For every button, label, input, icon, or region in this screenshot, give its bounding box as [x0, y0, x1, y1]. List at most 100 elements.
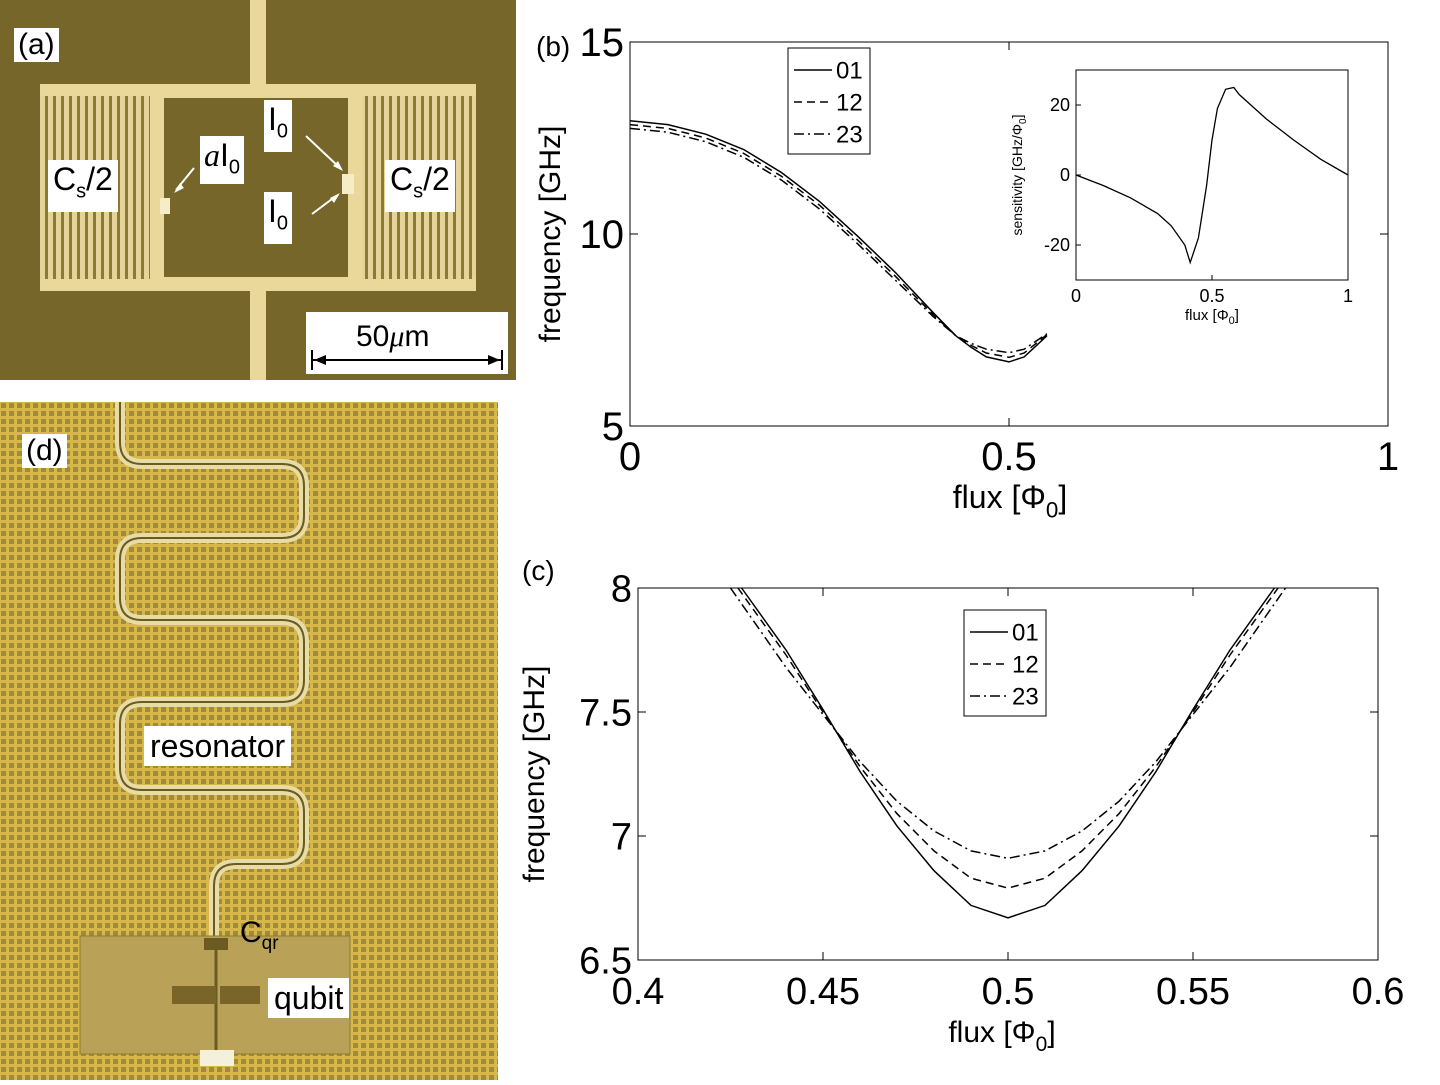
x-axis-label-tail: ]: [1047, 1016, 1055, 1049]
feed-line-top: [250, 0, 266, 96]
qubit-comb-left: [172, 986, 216, 1004]
i0-bottom-sub: 0: [276, 212, 289, 235]
coupling-capacitor: [204, 938, 228, 950]
feed-line-bottom: [250, 290, 266, 380]
x-tick-label: 0.4: [612, 971, 665, 1013]
inset-x-axis-label-main: flux [Φ: [1185, 307, 1229, 324]
cs-right-main: C: [390, 161, 414, 197]
x-axis-label-tail: ]: [1058, 479, 1067, 515]
legend-label-23: 23: [836, 121, 863, 148]
small-junction: [160, 198, 170, 214]
inset-sensitivity-line: [1075, 86, 1349, 265]
inset-y-tick-label: 20: [1050, 95, 1070, 115]
panel-d-tag: (d): [22, 434, 67, 468]
label-i0-bottom: I0: [264, 192, 293, 244]
arrow-junction-top: [305, 135, 341, 169]
panel-d-micrograph: (d) resonator Cqr qubit: [0, 402, 498, 1080]
y-tick-label: 5: [602, 405, 624, 449]
i0-bottom-main: I: [268, 193, 277, 229]
y-tick-label: 8: [611, 568, 632, 610]
inset-y-axis-label-tail: ]: [1009, 115, 1025, 119]
cqr-main: C: [240, 916, 262, 949]
i0-top-main: I: [268, 101, 277, 137]
x-axis-label: flux [Φ0]: [953, 479, 1067, 523]
x-axis-label-sub: 0: [1046, 498, 1058, 523]
legend-box: [787, 47, 871, 155]
y-tick-label: 6.5: [579, 940, 632, 982]
x-tick-label: 0.5: [982, 971, 1035, 1013]
scale-unit-m: m: [404, 320, 430, 353]
series-line-12: [629, 123, 1048, 359]
inset-y-axis-label: sensitivity [GHz/Φ0]: [1009, 115, 1029, 236]
cs-right-sub: s: [413, 180, 424, 203]
inset-x-tick-label: 0.5: [1199, 286, 1224, 306]
cs-left-sub: s: [76, 180, 87, 203]
y-axis-label: frequency [GHz]: [518, 666, 551, 883]
inset-frame: [1075, 69, 1349, 281]
i0-top-sub: 0: [276, 120, 289, 143]
inset-x-axis-label-tail: ]: [1235, 307, 1239, 324]
y-tick-label: 10: [580, 213, 625, 257]
inset-x-tick-label: 1: [1343, 286, 1353, 306]
cs-left-tail: /2: [86, 161, 113, 197]
legend-label-23: 23: [1012, 683, 1039, 710]
legend-box: [963, 609, 1047, 717]
label-alpha-i0: aI0: [200, 136, 245, 184]
y-tick-label: 7: [611, 816, 632, 858]
label-i0-top: I0: [264, 100, 293, 152]
panel-c-tag: (c): [522, 555, 555, 586]
inset-x-tick-label: 0: [1071, 286, 1081, 306]
x-tick-label: 1: [1377, 435, 1399, 479]
panel-a-micrograph: (a) Cs/2 Cs/2 aI0 I0 I0 50μm: [0, 0, 516, 380]
panel-c-chart: (c) 0.4 0.45 0.5 0.55 0.6 6.5 7 7.5 8 01 12 23 flux […: [498, 540, 1440, 1080]
scale-unit-mu: μ: [389, 320, 405, 353]
large-junctions: [342, 174, 354, 194]
label-cs-left: Cs/2: [48, 160, 118, 212]
y-tick-label: 7.5: [579, 692, 632, 734]
inset-y-tick-label: -20: [1044, 235, 1070, 255]
inset-x-axis-label-sub: 0: [1229, 315, 1235, 327]
x-axis-label: flux [Φ0]: [948, 1016, 1055, 1056]
alpha-i-main: I: [220, 137, 229, 173]
legend-label-01: 01: [836, 57, 863, 84]
x-tick-label: 0: [619, 435, 641, 479]
label-cqr: Cqr: [236, 916, 283, 955]
label-resonator: resonator: [144, 726, 292, 766]
alpha-i-sub: 0: [228, 156, 241, 179]
series-line-23: [629, 127, 1048, 354]
inset-x-axis-label: flux [Φ0]: [1185, 307, 1239, 327]
label-qubit: qubit: [268, 978, 350, 1018]
x-tick-label: 0.55: [1156, 971, 1230, 1013]
series-line-01: [629, 119, 1048, 363]
scale-bar-label: 50μm: [356, 322, 429, 352]
x-tick-label: 0.45: [786, 971, 860, 1013]
scale-value: 50: [356, 320, 390, 353]
panel-a-tag: (a): [14, 28, 59, 62]
legend-label-01: 01: [1012, 619, 1039, 646]
x-tick-label: 0.5: [981, 435, 1037, 479]
x-axis-label-main: flux [Φ: [948, 1016, 1035, 1049]
inset-y-axis-label-main: sensitivity [GHz/Φ: [1009, 124, 1025, 236]
cs-right-tail: /2: [423, 161, 450, 197]
y-tick-label: 15: [580, 21, 625, 65]
x-tick-label: 0.6: [1352, 971, 1405, 1013]
legend-label-12: 12: [836, 89, 863, 116]
panel-b-chart: (b) 0 0.5 1 5 10 15 01 12 23 flux [Φ0] frequency [G…: [516, 0, 1440, 540]
cqr-sub: qr: [261, 933, 279, 954]
label-cs-right: Cs/2: [385, 160, 455, 212]
x-axis-label-sub: 0: [1036, 1033, 1048, 1056]
panel-b-tag: (b): [536, 31, 570, 62]
inset-y-axis-label-sub: 0: [1018, 118, 1029, 124]
inset-y-tick-label: 0: [1060, 165, 1070, 185]
series-line-12: [737, 587, 1279, 889]
y-axis-label: frequency [GHz]: [534, 126, 567, 343]
scale-bar-box: [306, 312, 508, 374]
qubit-pad: [200, 1050, 234, 1066]
cs-left-main: C: [53, 161, 77, 197]
alpha-symbol: a: [204, 137, 220, 173]
legend-label-12: 12: [1012, 651, 1039, 678]
x-axis-label-main: flux [Φ: [953, 479, 1046, 515]
qubit-comb-right: [220, 986, 260, 1004]
chart-c-svg: (c) 0.4 0.45 0.5 0.55 0.6 6.5 7 7.5 8 01 12 23 flux […: [518, 555, 1405, 1056]
